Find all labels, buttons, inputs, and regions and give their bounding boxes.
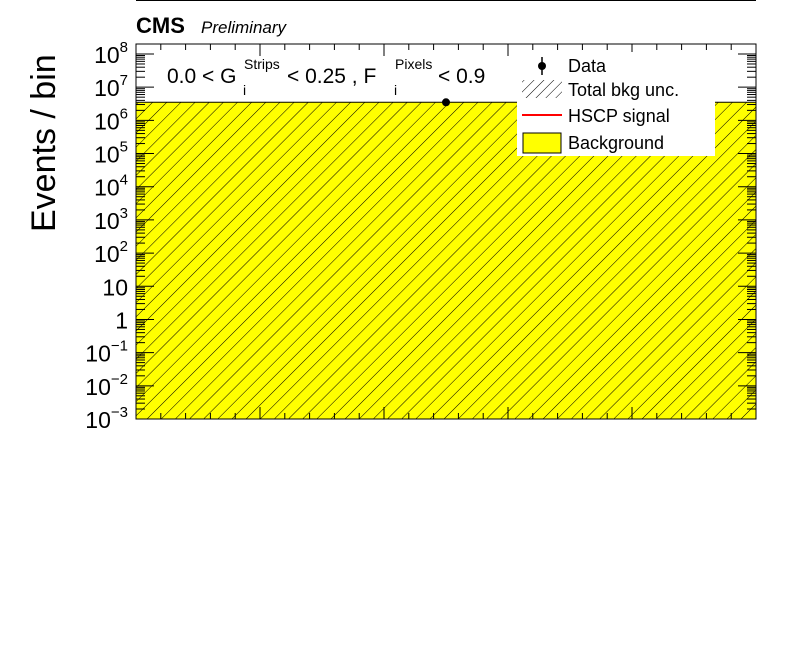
y-axis-ticks xyxy=(136,43,756,420)
legend-hatch-swatch xyxy=(522,80,562,98)
y-tick-label: 108 xyxy=(94,39,128,68)
legend-label-data: Data xyxy=(568,56,607,76)
annotation-middle: < 0.25 , F xyxy=(287,65,376,88)
annotation-g-sub: i xyxy=(243,82,246,98)
y-tick-label: 105 xyxy=(94,139,128,168)
y-tick-label: 10−2 xyxy=(85,371,128,400)
legend-label-unc: Total bkg unc. xyxy=(568,80,679,100)
y-tick-label: 103 xyxy=(94,205,128,234)
legend-label-background: Background xyxy=(568,133,664,153)
legend-entry-background: Background xyxy=(522,132,664,154)
y-tick-label: 10 xyxy=(102,274,128,300)
annotation-suffix: < 0.9 xyxy=(438,65,485,88)
y-tick-label: 1 xyxy=(115,307,128,333)
y-tick-label: 106 xyxy=(94,105,128,134)
annotation-g-sup: Strips xyxy=(244,56,280,72)
legend-entry-unc: Total bkg unc. xyxy=(522,80,679,100)
annotation-f-sub: i xyxy=(394,82,397,98)
y-tick-label: 107 xyxy=(94,72,128,101)
y-axis-title: Events / bin xyxy=(25,54,63,232)
plot-frame xyxy=(135,43,757,420)
experiment-label: CMS xyxy=(136,13,185,38)
legend: Data Total bkg unc. HSCP signal Backgrou… xyxy=(517,52,715,156)
y-tick-label: 104 xyxy=(94,172,128,201)
legend-label-signal: HSCP signal xyxy=(568,106,670,126)
legend-background-swatch xyxy=(522,132,562,154)
legend-data-marker xyxy=(538,62,546,70)
data-point-0 xyxy=(442,98,450,107)
annotation-f-sup: Pixels xyxy=(395,56,432,72)
status-label: Preliminary xyxy=(201,18,288,37)
legend-entry-data: Data xyxy=(538,56,607,76)
selection-annotation: 0.0 < G Strips i < 0.25 , F Pixels i < 0… xyxy=(167,56,485,98)
y-tick-label: 102 xyxy=(94,238,128,267)
y-tick-label: 10−3 xyxy=(85,404,128,433)
annotation-prefix: 0.0 < G xyxy=(167,65,236,88)
y-tick-label: 10−1 xyxy=(85,338,128,367)
data-points xyxy=(442,98,450,107)
legend-entry-signal: HSCP signal xyxy=(522,106,670,126)
